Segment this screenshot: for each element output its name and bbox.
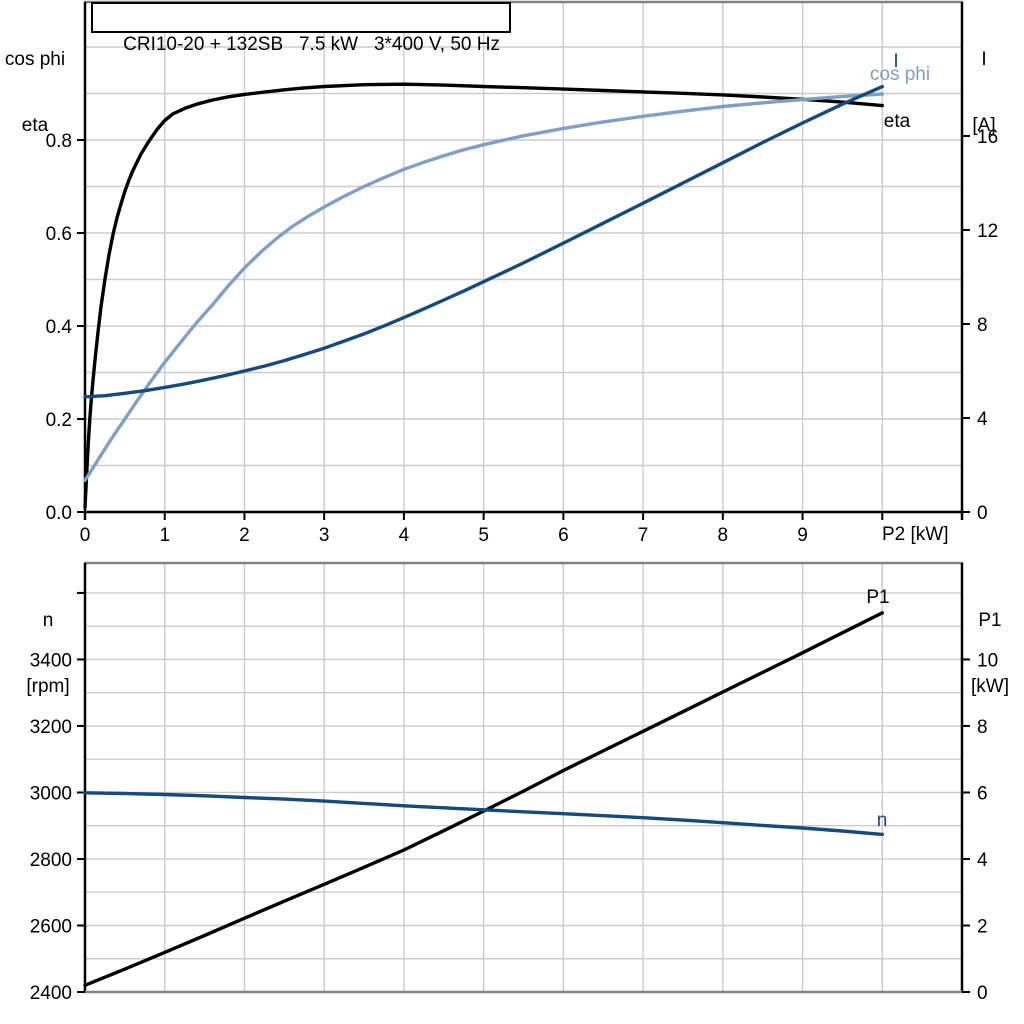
left-tick-label: 0.0	[46, 503, 72, 524]
left-tick-label: 2600	[30, 916, 72, 937]
x-tick-label: 7	[638, 525, 649, 546]
top-left-axis-label: cos phi eta	[0, 5, 70, 181]
right-tick-label: 4	[977, 409, 988, 430]
x-tick-label: 8	[718, 525, 729, 546]
right-tick-label: 0	[977, 983, 988, 1004]
curve-label-eta: eta	[883, 111, 911, 132]
x-tick-label: 5	[478, 525, 489, 546]
top-left-axis-label-line2: eta	[21, 115, 49, 136]
bottom-left-axis-label-line1: n	[42, 610, 54, 631]
bottom-right-axis-label-line1: P1	[978, 610, 1002, 631]
right-tick-label: 4	[977, 850, 988, 871]
top-right-axis-label-line1: I	[981, 49, 987, 70]
x-tick-label: 9	[797, 525, 808, 546]
bottom-left-axis-label: n [rpm]	[20, 566, 76, 742]
x-tick-label: 4	[399, 525, 410, 546]
left-tick-label: 2800	[30, 850, 72, 871]
x-tick-label: 0	[80, 525, 91, 546]
bottom-right-axis-label: P1 [kW]	[963, 566, 1017, 742]
left-tick-label: 2400	[30, 983, 72, 1004]
right-tick-label: 8	[977, 717, 988, 738]
left-tick-label: 3200	[30, 717, 72, 738]
x-tick-label: 1	[159, 525, 170, 546]
bottom-right-axis-label-line2: [kW]	[971, 676, 1009, 697]
left-tick-label: 0.4	[46, 317, 73, 338]
right-tick-label: 8	[977, 315, 988, 336]
left-tick-label: 0.6	[46, 224, 72, 245]
x-axis-unit-label: P2 [kW]	[882, 524, 949, 545]
right-tick-label: 2	[977, 916, 988, 937]
left-tick-label: 0.8	[46, 131, 72, 152]
x-tick-label: 6	[558, 525, 569, 546]
curve-I	[83, 84, 884, 399]
chart-title: CRI10-20 + 132SB 7.5 kW 3*400 V, 50 Hz	[123, 34, 500, 55]
chart-title-box: CRI10-20 + 132SB 7.5 kW 3*400 V, 50 Hz	[91, 2, 511, 55]
left-tick-label: 3000	[30, 783, 72, 804]
curve-label-n: n	[876, 810, 888, 831]
right-tick-label: 0	[977, 503, 988, 524]
top-right-axis-label: I [A]	[962, 5, 1006, 181]
curve-cos-phi	[83, 92, 884, 483]
right-tick-label: 10	[977, 650, 998, 671]
curve-label-cos-phi: cos phi	[869, 64, 931, 85]
curve-label-current: I	[893, 51, 899, 72]
left-tick-label: 0.2	[46, 410, 72, 431]
left-tick-label: 3400	[30, 650, 72, 671]
curve-n	[83, 791, 884, 837]
bottom-left-axis-label-line2: [rpm]	[26, 676, 70, 697]
right-tick-label: 12	[977, 221, 998, 242]
top-left-axis-label-line1: cos phi	[4, 49, 66, 70]
top-right-axis-label-line2: [A]	[972, 115, 996, 136]
curve-eta	[83, 82, 884, 510]
right-tick-label: 16	[977, 127, 998, 148]
right-tick-label: 6	[977, 783, 988, 804]
curve-label-p1: P1	[866, 587, 890, 608]
x-tick-label: 3	[319, 525, 330, 546]
x-tick-label: 2	[239, 525, 250, 546]
